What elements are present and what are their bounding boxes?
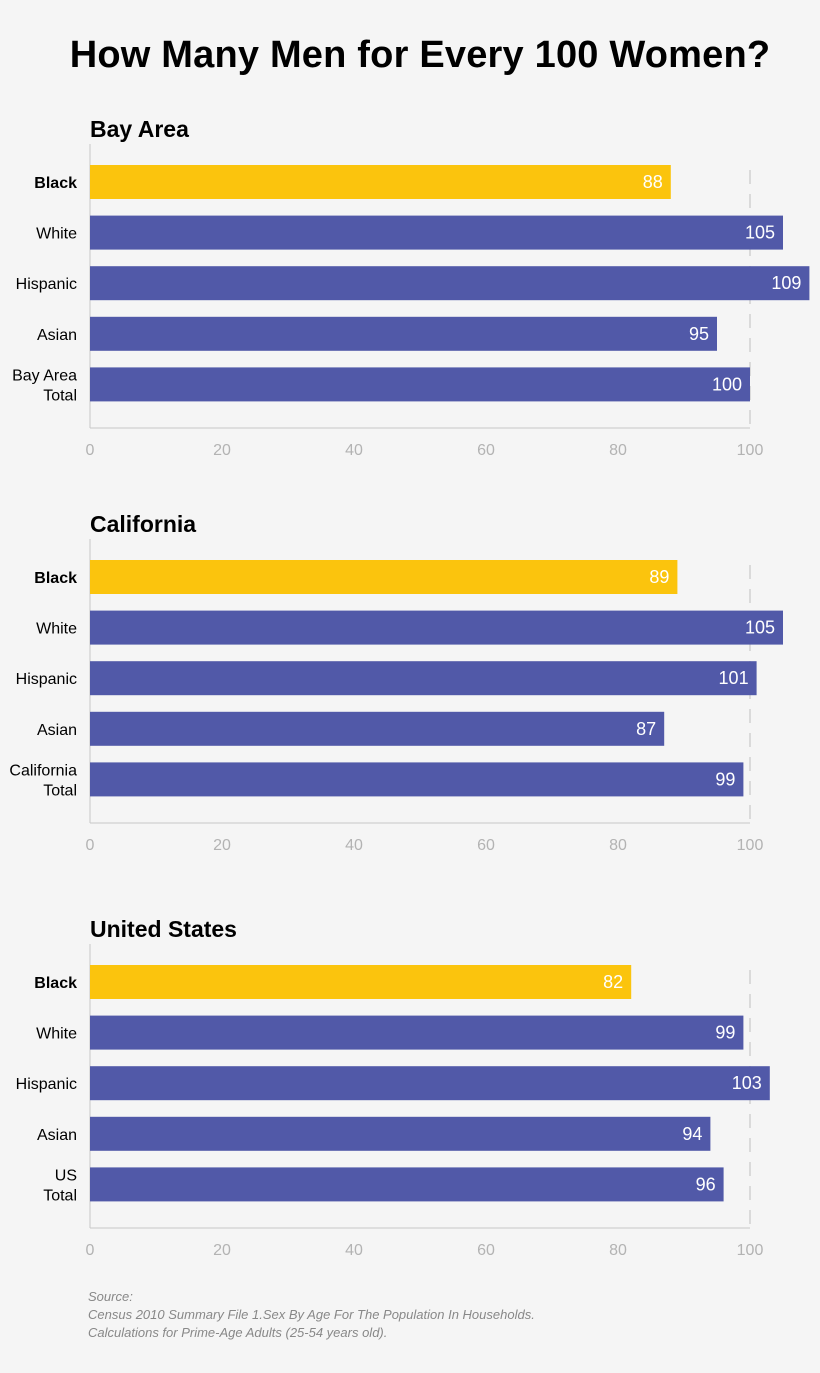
california-category-label-3: Asian xyxy=(37,722,77,739)
united-states-category-label-2: Hispanic xyxy=(16,1076,77,1093)
california-x-tick-label-3: 60 xyxy=(477,837,495,854)
bay-area-x-tick-label-0: 0 xyxy=(86,442,95,459)
bay-area-value-label-1: 105 xyxy=(745,223,775,243)
california-bar-4 xyxy=(90,762,744,797)
united-states-bar-2 xyxy=(90,1066,770,1101)
united-states-bar-4 xyxy=(90,1167,724,1202)
california-value-label-4: 99 xyxy=(715,769,735,789)
united-states-category-label-4-line-0: US xyxy=(55,1167,77,1184)
united-states-category-label-4-line-1: Total xyxy=(43,1187,77,1204)
united-states-x-tick-label-5: 100 xyxy=(737,1242,764,1259)
bay-area-x-tick-label-1: 20 xyxy=(213,442,231,459)
united-states-x-tick-label-4: 80 xyxy=(609,1242,627,1259)
united-states-value-label-0: 82 xyxy=(603,972,623,992)
bay-area-panel-title: Bay Area xyxy=(90,116,189,142)
bay-area-bar-0 xyxy=(90,165,671,199)
united-states-bar-1 xyxy=(90,1015,744,1050)
united-states-x-tick-label-1: 20 xyxy=(213,1242,231,1259)
bay-area-category-label-2: Hispanic xyxy=(16,276,77,293)
california-x-tick-label-4: 80 xyxy=(609,837,627,854)
california-category-label-0: Black xyxy=(34,570,77,587)
source-heading: Source: xyxy=(88,1289,133,1304)
united-states-x-tick-label-2: 40 xyxy=(345,1242,363,1259)
california-category-label-2: Hispanic xyxy=(16,671,77,688)
bay-area-value-label-0: 88 xyxy=(643,172,663,192)
united-states-category-label-0: Black xyxy=(34,975,77,992)
bay-area-category-label-1: White xyxy=(36,226,77,243)
united-states-bar-0 xyxy=(90,965,632,999)
chart-title: How Many Men for Every 100 Women? xyxy=(69,34,771,76)
california-bar-1 xyxy=(90,610,783,645)
united-states-value-label-4: 96 xyxy=(696,1174,716,1194)
bay-area-bar-4 xyxy=(90,367,750,402)
california-category-label-4-line-1: Total xyxy=(43,782,77,799)
source-note: Source: Census 2010 Summary File 1.Sex B… xyxy=(88,1288,535,1342)
united-states-panel-title: United States xyxy=(90,916,237,942)
bay-area-x-tick-label-4: 80 xyxy=(609,442,627,459)
united-states-x-tick-label-3: 60 xyxy=(477,1242,495,1259)
california-bar-2 xyxy=(90,661,757,696)
united-states-value-label-3: 94 xyxy=(682,1124,702,1144)
bay-area-x-tick-label-2: 40 xyxy=(345,442,363,459)
california-value-label-1: 105 xyxy=(745,618,775,638)
california-value-label-3: 87 xyxy=(636,719,656,739)
bay-area-category-label-4-line-0: Bay Area xyxy=(12,367,77,384)
bay-area-bar-1 xyxy=(90,215,783,250)
california-chart: California 89 Black 105 White 101 Hispanic 87 As… xyxy=(9,511,783,854)
bay-area-value-label-2: 109 xyxy=(771,273,801,293)
source-line-1: Census 2010 Summary File 1.Sex By Age Fo… xyxy=(88,1307,535,1322)
california-panel-title: California xyxy=(90,511,196,537)
source-line-2: Calculations for Prime-Age Adults (25-54… xyxy=(88,1325,388,1340)
united-states-bar-3 xyxy=(90,1116,711,1151)
bay-area-category-label-3: Asian xyxy=(37,327,77,344)
california-bar-0 xyxy=(90,560,678,594)
california-value-label-0: 89 xyxy=(649,567,669,587)
bay-area-value-label-3: 95 xyxy=(689,324,709,344)
united-states-value-label-1: 99 xyxy=(715,1023,735,1043)
california-category-label-4-line-0: California xyxy=(9,762,77,779)
bay-area-category-label-4-line-1: Total xyxy=(43,387,77,404)
california-x-tick-label-5: 100 xyxy=(737,837,764,854)
california-x-tick-label-0: 0 xyxy=(86,837,95,854)
united-states-x-tick-label-0: 0 xyxy=(86,1242,95,1259)
united-states-chart: United States 82 Black 99 White 103 Hispanic 94… xyxy=(16,916,770,1259)
bay-area-x-tick-label-3: 60 xyxy=(477,442,495,459)
california-bar-3 xyxy=(90,711,665,746)
bay-area-value-label-4: 100 xyxy=(712,374,742,394)
united-states-value-label-2: 103 xyxy=(732,1073,762,1093)
bay-area-x-tick-label-5: 100 xyxy=(737,442,764,459)
united-states-category-label-1: White xyxy=(36,1026,77,1043)
bay-area-bar-2 xyxy=(90,266,810,301)
california-value-label-2: 101 xyxy=(719,668,749,688)
bay-area-bar-3 xyxy=(90,316,717,351)
california-x-tick-label-1: 20 xyxy=(213,837,231,854)
california-category-label-1: White xyxy=(36,621,77,638)
bay-area-chart: Bay Area 88 Black 105 White 109 Hispanic 95 Asia… xyxy=(12,116,810,459)
bay-area-category-label-0: Black xyxy=(34,175,77,192)
california-x-tick-label-2: 40 xyxy=(345,837,363,854)
united-states-category-label-3: Asian xyxy=(37,1127,77,1144)
